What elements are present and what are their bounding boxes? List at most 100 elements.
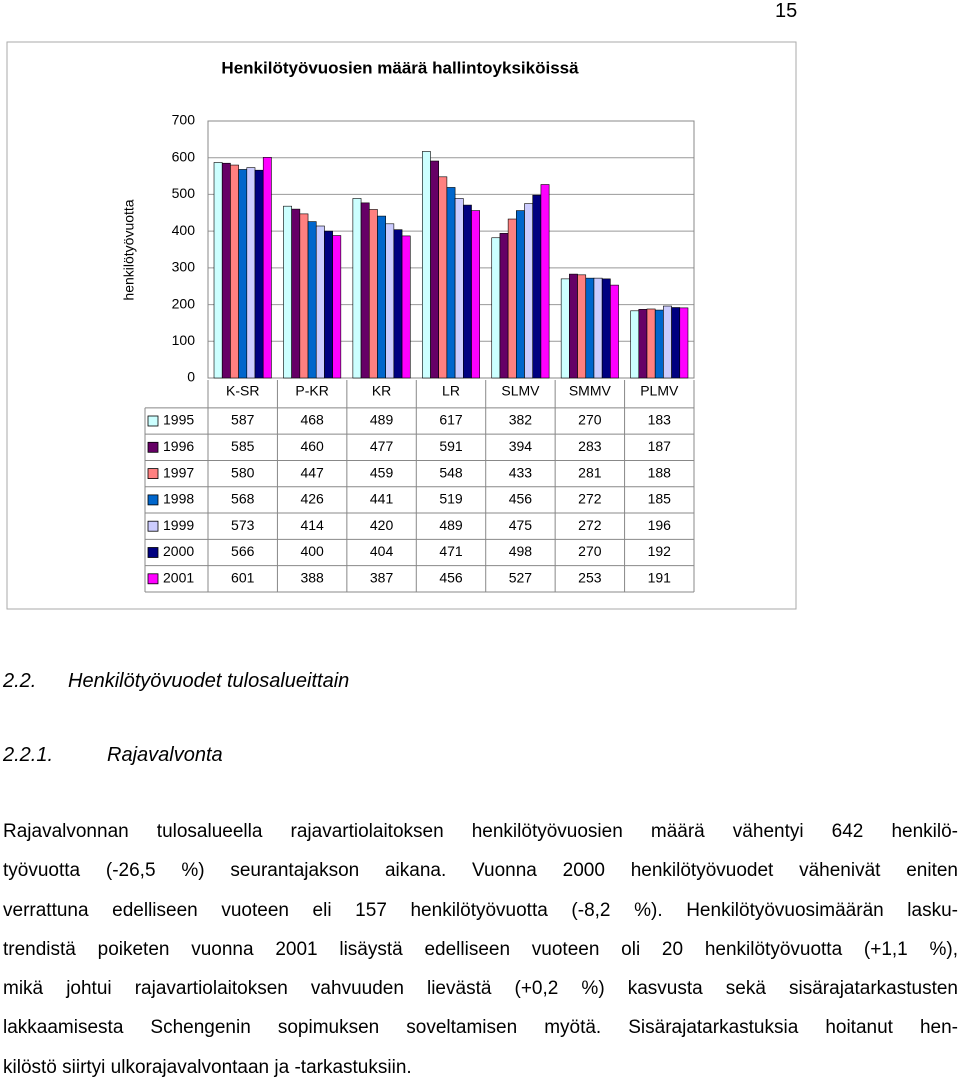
table-value: 447: [300, 464, 324, 480]
bar: [254, 169, 264, 379]
heading: Rajavalvonta: [107, 744, 223, 766]
legend-label: 1999: [163, 517, 194, 533]
table-value: 601: [231, 570, 255, 586]
bar: [332, 235, 342, 379]
legend-label: 1995: [163, 412, 194, 428]
paragraph: Rajavalvonnan tulosalueella rajavartiola…: [3, 812, 958, 1087]
x-tick-label: SMMV: [569, 383, 612, 399]
y-tick-label: 300: [172, 259, 196, 275]
y-tick-label: 0: [187, 369, 195, 385]
y-tick-label: 200: [172, 295, 196, 311]
legend-label: 1998: [163, 491, 194, 507]
table-value: 456: [509, 491, 533, 507]
bar: [577, 274, 587, 379]
text-line: työvuotta (-26,5 %) seurantajakson aikan…: [3, 860, 958, 882]
table-value: 498: [509, 543, 533, 559]
table-value: 420: [370, 517, 394, 533]
bar: [446, 187, 456, 379]
bar: [524, 203, 534, 379]
table-value: 272: [578, 491, 602, 507]
bar: [324, 230, 333, 379]
bar: [262, 157, 272, 379]
text-line: verrattuna edelliseen vuoteen eli 157 he…: [3, 899, 958, 921]
bar: [291, 208, 301, 379]
bar: [540, 184, 550, 379]
bar: [230, 164, 239, 379]
legend-swatch: [147, 494, 159, 506]
table-value: 580: [231, 464, 255, 480]
chart: Henkilötyövuosien määrä hallintoyksiköis…: [6, 41, 797, 610]
legend-swatch: [147, 520, 159, 532]
table-value: 414: [300, 517, 324, 533]
x-tick-label: LR: [442, 383, 460, 399]
table-value: 183: [648, 412, 672, 428]
page-number: 15: [775, 0, 798, 22]
table-value: 426: [300, 491, 324, 507]
bar: [601, 278, 611, 379]
y-tick-label: 100: [172, 332, 196, 348]
table-value: 468: [300, 412, 324, 428]
bar: [246, 167, 256, 379]
x-tick-label: KR: [372, 383, 391, 399]
legend-label: 2000: [163, 543, 194, 559]
x-tick-label: P-KR: [295, 383, 328, 399]
bar: [401, 235, 411, 379]
text-line: mikä johtui rajavartiolaitoksen vahvuude…: [3, 978, 958, 1000]
bar: [630, 310, 640, 379]
table-value: 566: [231, 543, 255, 559]
bar: [368, 209, 378, 379]
bar: [385, 223, 395, 379]
table-value: 192: [648, 543, 672, 559]
bar: [679, 307, 689, 379]
bar: [352, 198, 362, 379]
y-axis-label: henkilötyövuotta: [121, 199, 137, 300]
bar: [569, 273, 578, 379]
bar: [421, 151, 431, 379]
table-value: 475: [509, 517, 533, 533]
table-value: 387: [370, 570, 394, 586]
text-line: lakkaamisesta Schengenin sopimuksen sove…: [3, 1017, 958, 1039]
bar: [646, 308, 656, 379]
bar: [663, 305, 672, 379]
x-tick-label: PLMV: [640, 383, 679, 399]
bar: [462, 204, 472, 379]
bar: [516, 210, 525, 379]
y-tick-label: 600: [172, 148, 196, 164]
legend-label: 1997: [163, 464, 194, 480]
bar: [213, 162, 223, 379]
table-value: 270: [578, 412, 602, 428]
table-value: 283: [578, 438, 602, 454]
table-value: 270: [578, 543, 602, 559]
table-value: 433: [509, 464, 533, 480]
table-value: 187: [648, 438, 672, 454]
x-tick-label: SLMV: [501, 383, 540, 399]
legend-swatch: [147, 547, 159, 558]
bar: [238, 169, 248, 379]
text-line: trendistä poiketen vuonna 2001 lisäystä …: [3, 938, 958, 960]
legend-swatch: [147, 415, 159, 427]
table-value: 456: [439, 570, 463, 586]
bar: [585, 277, 595, 379]
bar: [654, 309, 664, 379]
table-value: 477: [370, 438, 394, 454]
table-value: 441: [370, 491, 394, 507]
table-value: 573: [231, 517, 255, 533]
bar: [283, 205, 292, 379]
bar: [499, 233, 509, 379]
legend-swatch: [147, 468, 159, 480]
bar: [491, 237, 501, 379]
table-value: 460: [300, 438, 324, 454]
table-value: 548: [439, 464, 463, 480]
bar: [221, 162, 231, 379]
table-value: 281: [578, 464, 602, 480]
bar: [307, 221, 317, 379]
bar: [471, 210, 480, 379]
bar: [638, 309, 648, 379]
table-value: 188: [648, 464, 672, 480]
y-tick-label: 700: [172, 112, 196, 128]
table-value: 471: [439, 543, 463, 559]
table-value: 587: [231, 412, 255, 428]
heading-number: 2.2.1.: [3, 744, 54, 766]
bar: [377, 215, 386, 379]
